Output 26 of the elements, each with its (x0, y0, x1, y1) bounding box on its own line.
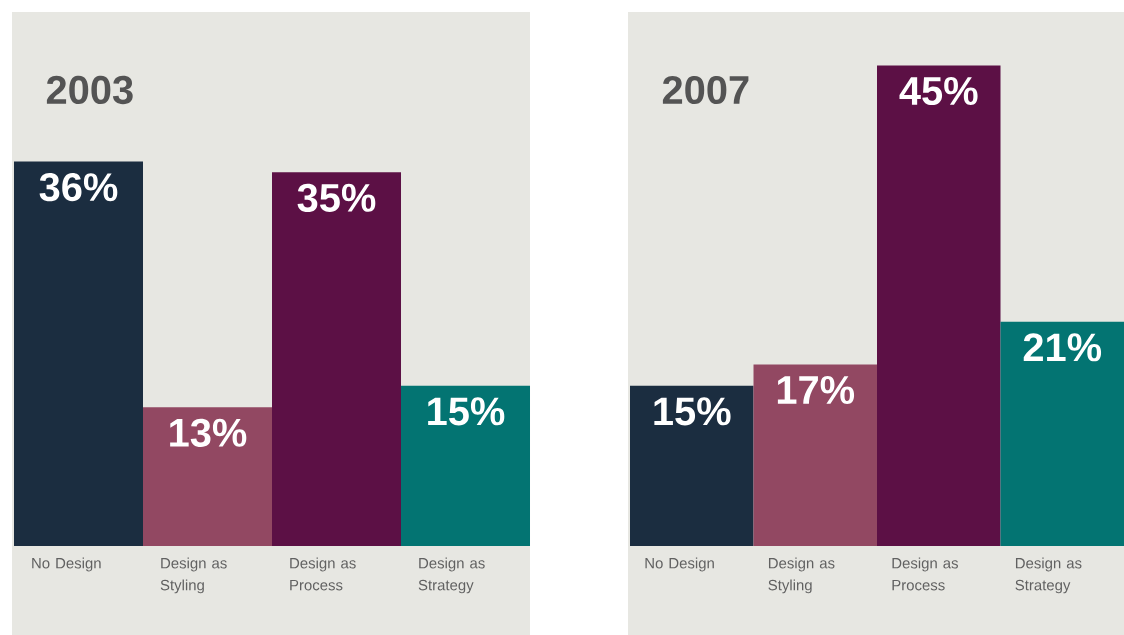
data-label: 21% (1023, 333, 1102, 362)
data-label: 13% (170, 418, 247, 447)
bar (14, 161, 143, 546)
bar (143, 407, 273, 546)
data-label: 17% (777, 375, 855, 404)
bar (1000, 321, 1124, 546)
bar (753, 364, 878, 546)
bar (272, 172, 402, 546)
text: 2007 (662, 75, 749, 105)
bar (877, 65, 1001, 546)
data-label: 45% (899, 76, 978, 106)
x-tick-label: Design as Process (290, 557, 356, 591)
x-tick-label: Design as Strategy (1015, 557, 1082, 594)
x-tick-label: No Design (645, 557, 714, 572)
data-label: 15% (654, 397, 731, 426)
bar (630, 385, 754, 546)
x-tick-label: No Design (32, 557, 101, 572)
text: 2003 (46, 75, 133, 105)
x-tick-label: Design as Process (892, 557, 958, 591)
data-label: 36% (39, 173, 118, 202)
bar (401, 385, 530, 546)
x-tick-label: Design as Styling (160, 557, 227, 594)
x-tick-label: Design as Styling (768, 557, 835, 594)
data-label: 15% (428, 397, 505, 426)
data-label: 35% (297, 183, 376, 212)
x-tick-label: Design as Strategy (418, 557, 485, 594)
